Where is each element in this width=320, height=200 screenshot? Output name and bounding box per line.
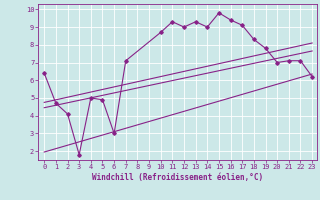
X-axis label: Windchill (Refroidissement éolien,°C): Windchill (Refroidissement éolien,°C)	[92, 173, 263, 182]
